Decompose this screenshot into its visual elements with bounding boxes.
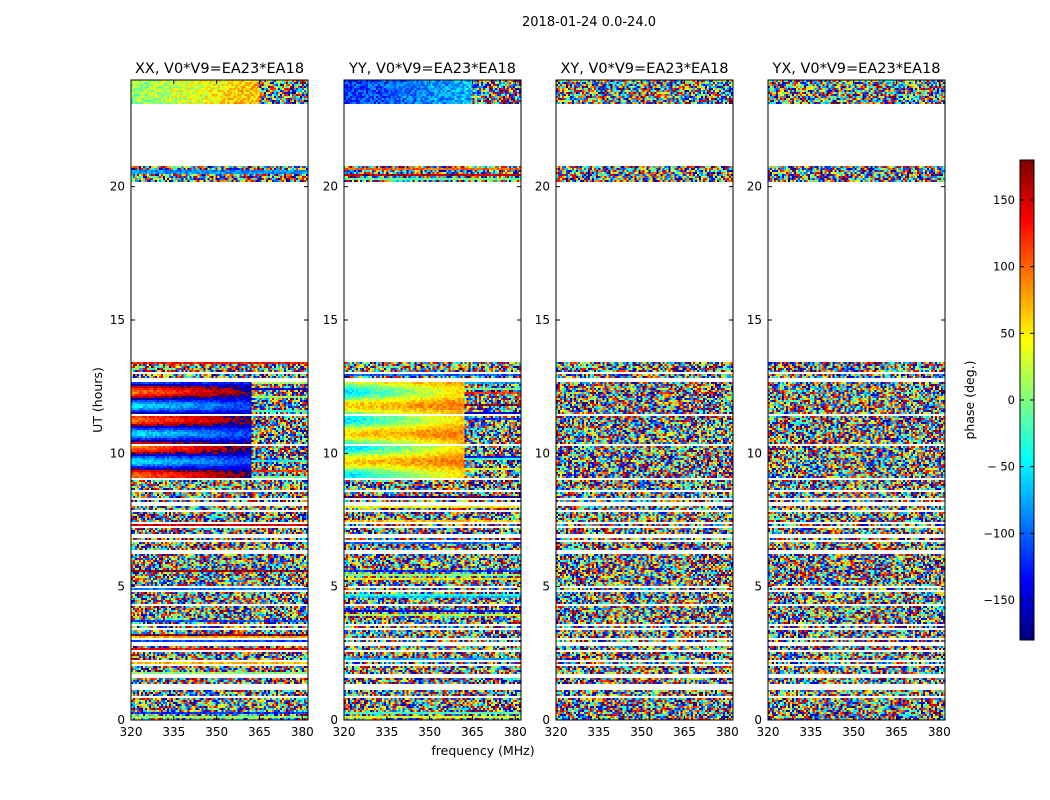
x-tick-label: 380 <box>504 725 527 739</box>
panel-title: YX, V0*V9=EA23*EA18 <box>771 61 940 77</box>
x-tick-label: 380 <box>716 725 739 739</box>
y-tick-label: 10 <box>323 446 338 460</box>
y-tick-label: 20 <box>323 180 338 194</box>
panel-yx-heatmap <box>768 80 945 720</box>
panel-xx-heatmap <box>131 80 308 720</box>
panels-group: XX, V0*V9=EA23*EA18 320 335 350 365 380 0 5 10 15… <box>110 61 951 739</box>
panel-yy: YY, V0*V9=EA23*EA18 320 335 350 365 380 0 5 10 15… <box>323 61 527 739</box>
x-tick-label: 365 <box>248 725 271 739</box>
panel-frame <box>555 79 734 721</box>
y-tick-label: 0 <box>117 713 125 727</box>
y-tick-label: 10 <box>110 446 125 460</box>
y-tick-label: 15 <box>535 313 550 327</box>
colorbar-tick-label: 50 <box>1000 326 1015 340</box>
panel-title: YY, V0*V9=EA23*EA18 <box>348 61 516 77</box>
colorbar-tick-label: 150 <box>993 193 1015 207</box>
x-tick-label: 365 <box>885 725 908 739</box>
x-tick-label: 350 <box>630 725 653 739</box>
panel-title: XX, V0*V9=EA23*EA18 <box>135 61 304 77</box>
colorbar-tick-label: −150 <box>983 593 1015 607</box>
x-tick-label: 335 <box>799 725 822 739</box>
x-axis-label: frequency (MHz) <box>431 743 534 758</box>
panel-frame <box>767 79 946 721</box>
y-tick-label: 15 <box>110 313 125 327</box>
y-tick-label: 20 <box>747 180 762 194</box>
x-tick-label: 335 <box>375 725 398 739</box>
x-tick-label: 365 <box>461 725 484 739</box>
x-tick-label: 335 <box>162 725 185 739</box>
panel-frame <box>343 79 522 721</box>
panel-frame <box>130 79 309 721</box>
x-tick-label: 350 <box>418 725 441 739</box>
y-axis-label: UT (hours) <box>90 367 105 433</box>
panel-xx: XX, V0*V9=EA23*EA18 320 335 350 365 380 0 5 10 15… <box>110 61 314 739</box>
x-tick-label: 320 <box>333 725 356 739</box>
colorbar: 150 100 50 0 − 50 −100 −150 <box>983 159 1035 641</box>
y-tick-label: 15 <box>323 313 338 327</box>
colorbar-label: phase (deg.) <box>962 361 977 440</box>
colorbar-tick-label: 0 <box>1008 393 1015 407</box>
x-tick-label: 320 <box>120 725 143 739</box>
y-tick-label: 5 <box>330 580 338 594</box>
x-tick-label: 320 <box>757 725 780 739</box>
x-tick-label: 380 <box>291 725 314 739</box>
y-tick-label: 0 <box>542 713 550 727</box>
y-tick-label: 20 <box>110 180 125 194</box>
y-tick-label: 10 <box>535 446 550 460</box>
y-tick-label: 5 <box>542 580 550 594</box>
figure-suptitle: 2018-01-24 0.0-24.0 <box>522 15 656 30</box>
panel-xy: XY, V0*V9=EA23*EA18 320 335 350 365 380 0 5 10 15… <box>535 61 739 739</box>
x-tick-label: 335 <box>587 725 610 739</box>
y-tick-label: 15 <box>747 313 762 327</box>
y-tick-label: 5 <box>117 580 125 594</box>
colorbar-tick-label: 100 <box>993 260 1015 274</box>
y-tick-label: 0 <box>330 713 338 727</box>
x-tick-label: 365 <box>673 725 696 739</box>
x-tick-label: 320 <box>545 725 568 739</box>
y-tick-label: 10 <box>747 446 762 460</box>
x-tick-label: 350 <box>842 725 865 739</box>
panel-yy-heatmap <box>344 80 521 720</box>
panel-yx: YX, V0*V9=EA23*EA18 320 335 350 365 380 0 5 10 15… <box>747 61 951 739</box>
x-tick-label: 380 <box>928 725 951 739</box>
x-tick-label: 350 <box>205 725 228 739</box>
y-tick-label: 20 <box>535 180 550 194</box>
colorbar-tick-label: −100 <box>983 526 1015 540</box>
colorbar-tick-label: − 50 <box>987 460 1015 474</box>
panel-title: XY, V0*V9=EA23*EA18 <box>560 61 728 77</box>
y-tick-label: 0 <box>754 713 762 727</box>
y-tick-label: 5 <box>754 580 762 594</box>
panel-xy-heatmap <box>556 80 733 720</box>
